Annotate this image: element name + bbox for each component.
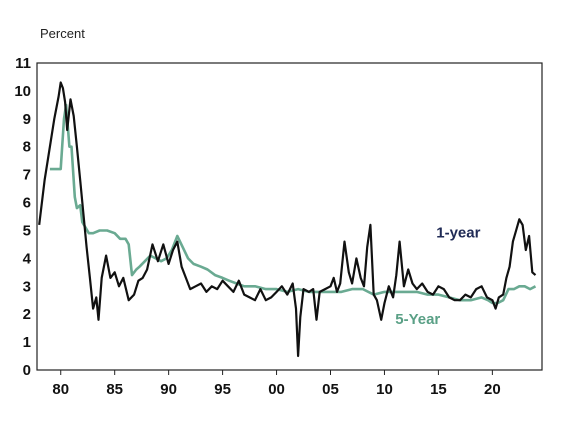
series-labels: 1-year 5-Year: [395, 224, 480, 328]
y-tick-label: 7: [23, 167, 31, 184]
y-tick-label: 4: [23, 250, 32, 267]
x-tick-label: 10: [376, 381, 393, 398]
series-layer: [38, 81, 537, 358]
y-tick-label: 0: [23, 362, 31, 379]
x-tick-label: 15: [430, 381, 447, 398]
x-tick-label: 85: [106, 381, 123, 398]
x-tick-label: 05: [322, 381, 339, 398]
x-axis: 80 85 90 95 00 05 10 15 20: [52, 370, 501, 398]
x-tick-label: 00: [268, 381, 285, 398]
x-tick-label: 20: [484, 381, 501, 398]
series-label-5-year: 5-Year: [395, 311, 440, 328]
y-tick-label: 5: [23, 222, 31, 239]
plot-frame: [36, 62, 543, 371]
x-tick-label: 95: [214, 381, 231, 398]
y-axis-title: Percent: [40, 26, 85, 41]
y-tick-label: 2: [23, 306, 31, 323]
series-line-1-year: [38, 81, 537, 358]
x-tick-label: 90: [160, 381, 177, 398]
y-tick-label: 3: [23, 278, 31, 295]
y-axis: 0 1 2 3 4 5 6 7 8 9 10 11: [14, 55, 31, 379]
y-tick-label: 6: [23, 195, 31, 212]
y-tick-label: 9: [23, 111, 31, 128]
y-tick-label: 8: [23, 139, 31, 156]
series-line-5-year: [49, 103, 537, 305]
y-tick-label: 1: [23, 334, 31, 351]
y-tick-label: 11: [15, 55, 31, 72]
series-label-1-year: 1-year: [436, 224, 480, 241]
x-tick-label: 80: [52, 381, 69, 398]
y-tick-label: 10: [14, 83, 31, 100]
